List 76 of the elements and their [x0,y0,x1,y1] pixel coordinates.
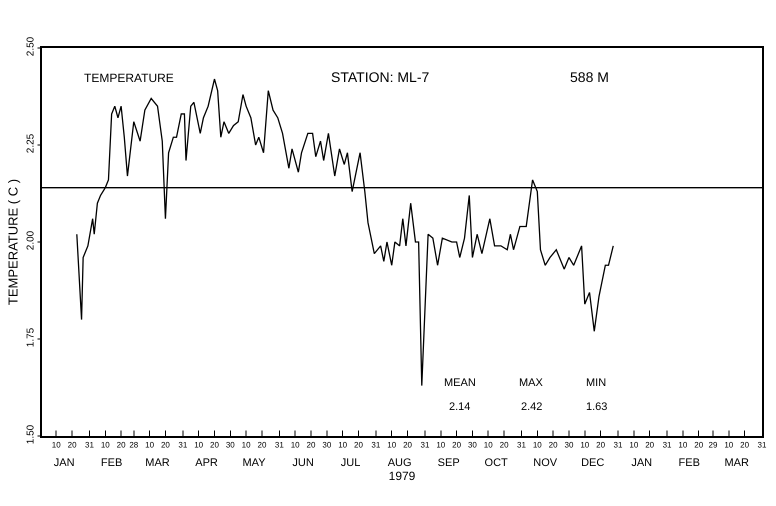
x-tick-label: 20 [306,440,316,450]
x2-tick-label: JUN [292,457,314,469]
x-tick-label: 30 [564,440,574,450]
x2-tick-label: AUG [388,457,412,469]
x-tick-label: 31 [614,440,623,450]
annotation: MAX [519,377,544,389]
annotation: 1.63 [586,401,608,413]
x-tick-label: 10 [338,440,348,450]
x-tick-label: 10 [100,440,110,450]
x-tick-label: 10 [290,440,300,450]
x-tick-label: 10 [532,440,542,450]
x-tick-label: 10 [52,440,62,450]
annotation: 2.42 [521,401,542,413]
x-tick-label: 31 [274,440,284,450]
annotation: STATION: ML-7 [331,69,430,85]
x-tick-label: 20 [354,440,364,450]
x-tick-label: 20 [258,440,267,450]
x-tick-label: 31 [517,440,526,450]
x-axis-title: 1979 [388,469,416,483]
x-tick-label: 10 [678,440,688,450]
x-tick-label: 20 [116,440,126,450]
x2-tick-label: DEC [581,457,604,469]
x-tick-label: 30 [468,440,478,450]
x-tick-label: 20 [403,440,413,450]
x2-tick-label: OCT [484,457,508,469]
x2-tick-label: JAN [631,457,652,469]
x2-tick-label: APR [195,457,218,469]
x-tick-label: 10 [629,440,639,450]
x-tick-label: 10 [145,440,155,450]
x-tick-label: 31 [178,440,188,450]
annotation: MEAN [444,377,476,389]
x-tick-label: 31 [662,440,672,450]
x-tick-label: 20 [694,440,704,450]
y-tick-label: 2.25 [25,133,36,154]
x-tick-label: 20 [548,440,558,450]
x-tick-label: 10 [387,440,397,450]
y-axis-title: TEMPERATURE ( C ) [6,178,21,306]
y-tick-label: 1.75 [25,327,36,348]
x-tick-label: 30 [322,440,332,450]
x-tick-label: 30 [226,440,236,450]
x-tick-label: 10 [436,440,446,450]
x2-tick-label: FEB [100,457,122,469]
x2-tick-label: MAR [724,457,749,469]
annotation: MIN [586,377,606,389]
x2-tick-label: MAR [145,457,170,469]
x2-tick-label: JAN [54,457,75,469]
y-tick-label: 2.50 [25,36,36,56]
x-tick-label: 31 [371,440,381,450]
text: TEMPERATURE [84,71,174,85]
x-tick-label: 20 [68,440,78,450]
x-tick-label: 31 [85,440,94,450]
x-tick-label: 10 [242,440,252,450]
x-tick-label: 20 [500,440,510,450]
annotation: 588 M [570,69,609,85]
x-tick-label: 20 [160,440,170,450]
x2-tick-label: NOV [533,457,558,469]
x-tick-label: 20 [210,440,220,450]
x-tick-label: 20 [452,440,462,450]
x-tick-label: 31 [758,440,767,450]
x-tick-label: 29 [708,440,718,450]
x-tick-label: 20 [645,440,655,450]
y-tick-label: 1.50 [25,424,36,444]
x-tick-label: 20 [596,440,606,450]
x-tick-label: 10 [194,440,204,450]
x-tick-label: 31 [420,440,430,450]
x-tick-label: 28 [129,440,139,450]
x-tick-label: 10 [724,440,734,450]
x-tick-label: 20 [740,440,750,450]
x2-tick-label: JUL [340,457,360,469]
x2-tick-label: MAY [242,457,266,469]
x-tick-label: 10 [580,440,590,450]
y-tick-label: 2.00 [25,230,36,250]
x2-tick-label: SEP [438,457,460,469]
annotation: 2.14 [449,401,470,413]
x-tick-label: 10 [484,440,494,450]
x2-tick-label: FEB [678,457,700,469]
